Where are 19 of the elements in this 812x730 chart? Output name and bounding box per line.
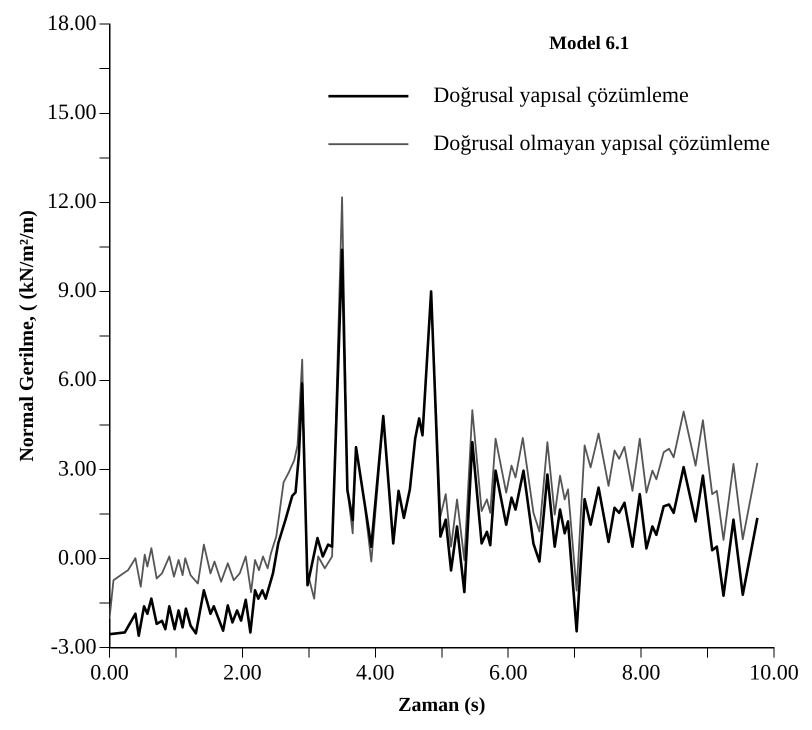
y-tick-label: 15.00 (47, 99, 96, 124)
x-tick-label: 4.00 (356, 660, 395, 685)
x-tick-label: 6.00 (488, 660, 528, 685)
legend-label: Doğrusal olmayan yapısal çözümleme (433, 130, 770, 155)
y-tick-label: 18.00 (47, 10, 96, 35)
x-axis-title: Zaman (s) (398, 694, 486, 716)
legend-label: Doğrusal yapısal çözümleme (433, 82, 689, 107)
y-tick-label: 3.00 (58, 455, 96, 480)
y-tick-label: 9.00 (58, 277, 96, 302)
legend-title: Model 6.1 (549, 33, 630, 54)
y-tick-label: 12.00 (47, 188, 96, 214)
x-tick-label: 2.00 (223, 660, 262, 685)
y-tick-label: 6.00 (58, 366, 96, 392)
x-tick-label: 8.00 (622, 660, 660, 685)
x-tick-label: 10.00 (749, 660, 799, 685)
y-tick-label: 0.00 (58, 544, 96, 570)
y-axis-title: Normal Gerilme, ( (kN/m²/m) (16, 210, 38, 462)
y-tick-label: -3.00 (50, 633, 96, 658)
x-tick-label: 0.00 (90, 660, 129, 685)
